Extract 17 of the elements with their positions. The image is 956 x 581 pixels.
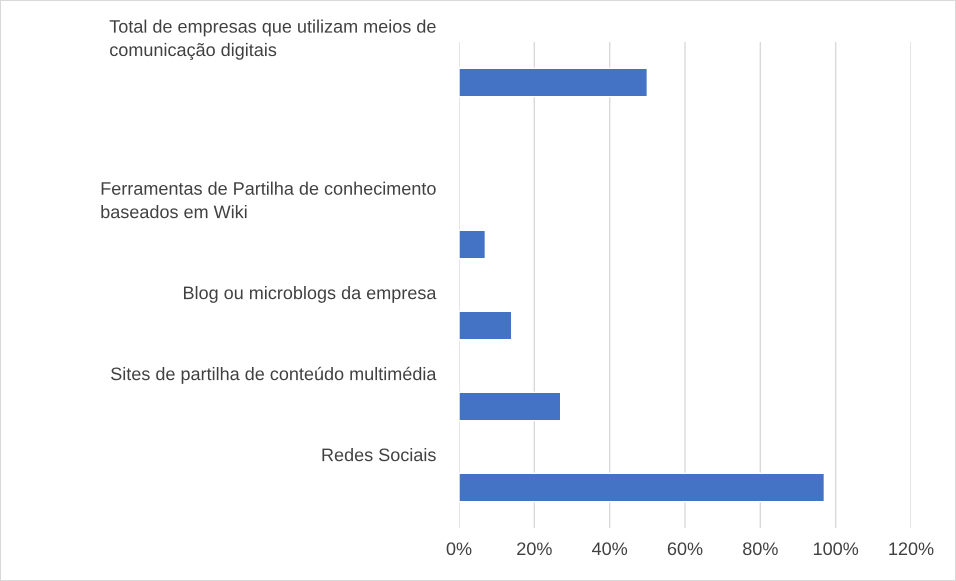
x-tick-label: 60% [668, 542, 702, 556]
bar [459, 392, 562, 422]
bar [459, 310, 512, 340]
bar [459, 230, 486, 260]
x-tick-label: 40% [592, 542, 628, 556]
y-tick-label: Redes Sociais [322, 448, 436, 462]
x-tick-label: 0% [446, 542, 472, 556]
bar [459, 472, 826, 502]
y-tick-label: Ferramentas de Partilha de conhecimento baseados em Wiki [101, 182, 436, 218]
y-tick-label: Total de empresas que utilizam meios de comunicação digitais [110, 20, 436, 60]
x-tick-label: 120% [889, 542, 934, 556]
x-tick-label: 20% [517, 542, 552, 556]
x-tick-label: 80% [743, 542, 778, 556]
x-tick-label: 100% [814, 542, 858, 556]
y-tick-label: Sites de partilha de conteúdo multimédia [111, 366, 436, 384]
bar [459, 68, 648, 98]
y-tick-label: Blog ou microblogs da empresa [184, 286, 436, 303]
